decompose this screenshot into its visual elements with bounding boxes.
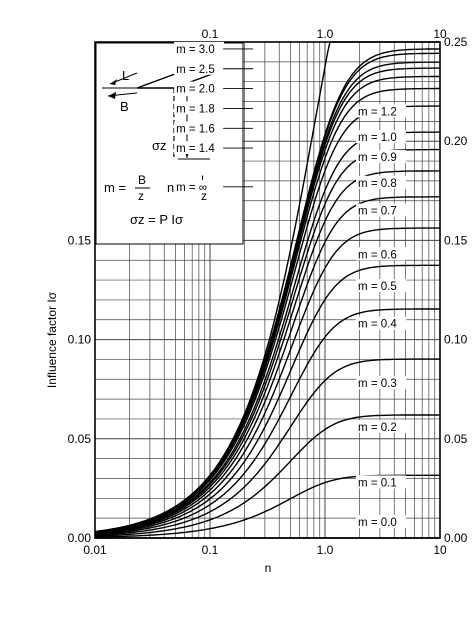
x-tick-label-bottom: 0.1 xyxy=(202,543,219,557)
series-label: m = 0.3 xyxy=(358,378,397,390)
series-curve xyxy=(94,41,440,533)
series-label: m = 0.0 xyxy=(358,517,397,529)
series-curve xyxy=(94,170,440,534)
y-tick-label-right: 0.20 xyxy=(444,134,468,148)
eq-m-den: z xyxy=(138,189,144,203)
series-label: m = 0.8 xyxy=(358,178,397,190)
series-label: m = 1.0 xyxy=(358,132,397,144)
series-label: m = 0.7 xyxy=(358,206,397,218)
series-label: m = 1.6 xyxy=(176,123,215,135)
series-curve xyxy=(94,264,440,535)
label-sigma-z: σz xyxy=(152,138,167,153)
y-tick-label-right: 0.15 xyxy=(444,233,468,247)
series-label: m = 2.0 xyxy=(176,84,215,96)
series-label: m = ∞ xyxy=(176,182,207,194)
y-axis-title: Influence factor Iσ xyxy=(45,291,59,388)
label-l: L xyxy=(122,68,129,83)
y-tick-label-left: 0.05 xyxy=(68,432,92,446)
x-tick-label-top: 10 xyxy=(433,27,447,41)
eq-m-num: B xyxy=(138,173,146,187)
dimension-arrow-b xyxy=(107,92,138,97)
series-curve xyxy=(94,414,440,537)
y-tick-label-right: 0.10 xyxy=(444,333,468,347)
series-label: m = 3.0 xyxy=(176,44,215,56)
series-label-background xyxy=(174,41,225,55)
series-label: m = 0.6 xyxy=(358,249,397,261)
series-label-background xyxy=(356,515,407,529)
x-axis-title: n xyxy=(265,561,272,575)
x-tick-label-bottom: 10 xyxy=(433,543,447,557)
series-label: m = 0.9 xyxy=(358,152,397,164)
series-label-background xyxy=(174,179,225,193)
series-label-background xyxy=(356,175,407,189)
y-tick-label-right: 0.00 xyxy=(444,531,468,545)
series-curve xyxy=(94,227,440,535)
x-tick-label-bottom: 0.01 xyxy=(83,543,107,557)
series-label: m = 0.4 xyxy=(358,319,397,331)
eq-m-lhs: m = xyxy=(104,180,126,195)
series-label-background xyxy=(356,130,407,144)
series-label-background xyxy=(356,279,407,292)
series-label-background xyxy=(356,150,407,164)
series-label-background xyxy=(356,419,407,433)
series-curve xyxy=(94,358,440,537)
series-label: m = 1.2 xyxy=(358,106,397,118)
series-label: m = 0.2 xyxy=(358,422,397,434)
series-label: m = 0.5 xyxy=(358,281,397,293)
y-tick-label-left: 0.00 xyxy=(68,531,92,545)
series-label-background xyxy=(356,316,407,330)
x-tick-label-bottom: 1.0 xyxy=(317,543,334,557)
series-label-background xyxy=(174,101,225,115)
y-tick-label-left: 0.15 xyxy=(68,233,92,247)
series-label: m = 1.4 xyxy=(176,143,215,155)
series-label-background xyxy=(174,121,225,135)
x-tick-label-top: 0.1 xyxy=(202,27,219,41)
y-tick-label-right: 0.05 xyxy=(444,432,468,446)
series-curve xyxy=(94,196,440,534)
series-label: m = 2.5 xyxy=(176,64,215,76)
series-curve xyxy=(94,308,440,536)
series-label-background xyxy=(356,104,407,118)
label-b: B xyxy=(120,99,129,114)
series-label-background xyxy=(356,203,407,217)
series-label-background xyxy=(174,141,225,155)
arrow-head-l xyxy=(110,79,117,85)
y-tick-label-right: 0.25 xyxy=(444,35,468,49)
series-label-background xyxy=(356,475,407,489)
x-tick-label-top: 1.0 xyxy=(317,27,334,41)
series-label: m = 0.1 xyxy=(358,477,397,489)
series-label-background xyxy=(174,81,225,95)
y-tick-label-left: 0.10 xyxy=(68,333,92,347)
eq-n-den: z xyxy=(201,189,207,203)
eq-sigma: σz = P Iσ xyxy=(130,212,183,227)
label-layer: m = 0.0 m = 0.1 m = 0.2 m = 0.3 m = 0.4 m = 0… xyxy=(174,41,407,529)
series-label-background xyxy=(356,247,407,261)
series-label-background xyxy=(356,376,407,390)
series-label: m = 1.8 xyxy=(176,103,215,115)
series-label-background xyxy=(174,61,225,75)
